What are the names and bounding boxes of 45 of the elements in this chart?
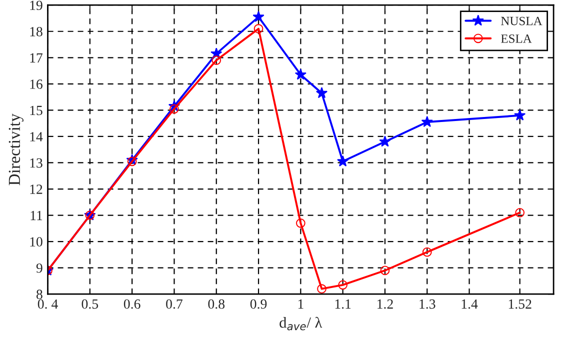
- x-tick-label: 1.3: [420, 299, 436, 309]
- y-tick-label: 8: [36, 290, 42, 300]
- x-tick-label: 0.8: [208, 299, 225, 309]
- y-tick-label: 9: [36, 263, 42, 273]
- point: [254, 24, 264, 34]
- x-tick-label: 1: [298, 299, 304, 309]
- y-axis-title: Directivity: [8, 114, 24, 186]
- x-tick-label: 0.9: [250, 299, 267, 309]
- point: [127, 156, 137, 166]
- y-tick-label: 11: [30, 210, 42, 220]
- y-tick-label: 12: [30, 184, 42, 194]
- y-tick-label: 19: [30, 0, 42, 10]
- x-tick-label: 0.5: [82, 299, 98, 309]
- point: [296, 218, 306, 228]
- point: [337, 155, 349, 166]
- y-tick-label: 10: [30, 237, 42, 247]
- point: [294, 68, 306, 80]
- x-tick-label: 1.2: [378, 299, 393, 309]
- point: [212, 56, 222, 65]
- x-tick-label: 0. 4: [38, 299, 58, 309]
- point: [252, 10, 264, 22]
- y-tick-label: 14: [30, 132, 43, 142]
- point: [515, 208, 525, 218]
- x-tick-label: 1.1: [335, 299, 351, 309]
- y-tick-label: 18: [30, 26, 42, 36]
- y-tick-label: 13: [30, 158, 42, 168]
- y-tick-label: 16: [30, 80, 42, 89]
- x-tick-label: 1.4: [462, 299, 478, 309]
- x-tick-label: 1.52: [508, 299, 532, 309]
- point: [421, 116, 433, 128]
- y-tick-label: 17: [30, 53, 43, 62]
- point: [422, 247, 432, 257]
- point: [380, 266, 390, 276]
- x-axis-title: d$_{ave}$/ λ: [280, 316, 322, 330]
- point: [316, 87, 328, 98]
- y-tick-label: 15: [30, 106, 42, 116]
- point: [338, 280, 348, 290]
- point: [170, 104, 179, 114]
- x-tick-label: 0.7: [166, 299, 182, 309]
- x-tick-label: 0.6: [124, 299, 140, 309]
- point: [514, 109, 526, 120]
- legend-label: ESLA: [501, 34, 532, 43]
- point: [379, 136, 391, 147]
- point: [317, 284, 326, 294]
- legend-label: NUSLA: [501, 16, 542, 26]
